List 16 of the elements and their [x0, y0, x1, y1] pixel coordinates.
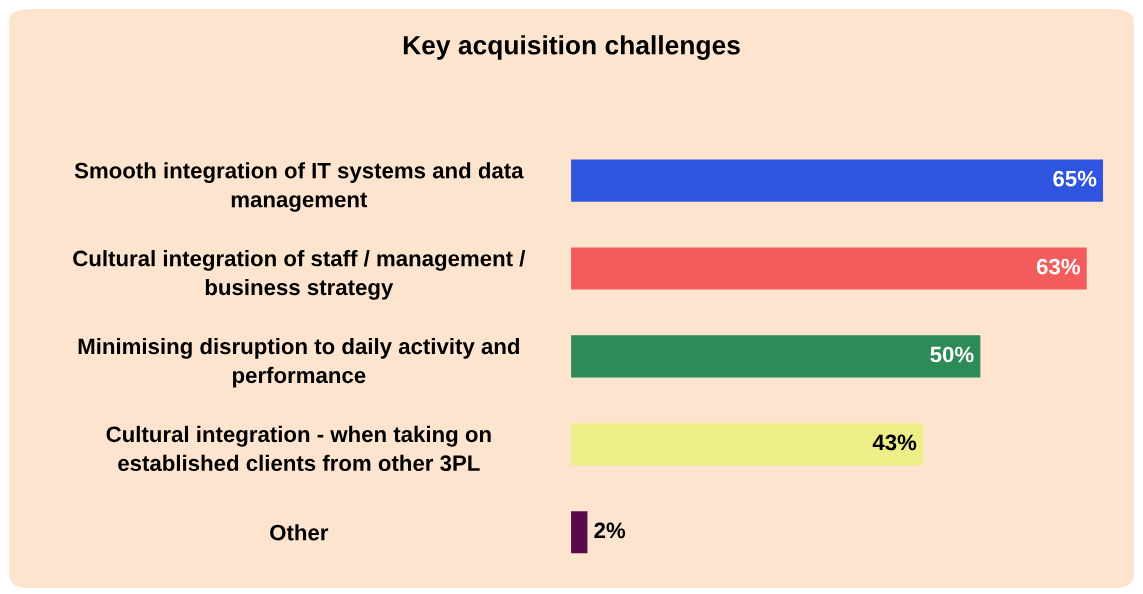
bar — [571, 423, 924, 466]
bar — [571, 159, 1104, 202]
chart-title: Key acquisition challenges — [403, 35, 740, 60]
bar — [571, 335, 981, 378]
y-tick-label: Smooth integration of IT systems and data management — [74, 162, 524, 212]
data-label: 63% — [1036, 258, 1080, 275]
data-label: 65% — [1053, 170, 1097, 187]
data-label: 43% — [872, 434, 917, 451]
bar — [571, 247, 1087, 290]
y-tick-label: Cultural integration - when taking on established clients from other 3PL — [106, 425, 491, 472]
bar — [571, 511, 588, 554]
data-label: 50% — [930, 346, 974, 363]
y-tick-label: Minimising disruption to daily activity and performance — [78, 337, 519, 388]
y-tick-label: Other — [270, 524, 329, 541]
y-tick-label: Cultural integration of staff / management / business strategy — [73, 250, 526, 300]
data-label: 2% — [594, 522, 626, 539]
